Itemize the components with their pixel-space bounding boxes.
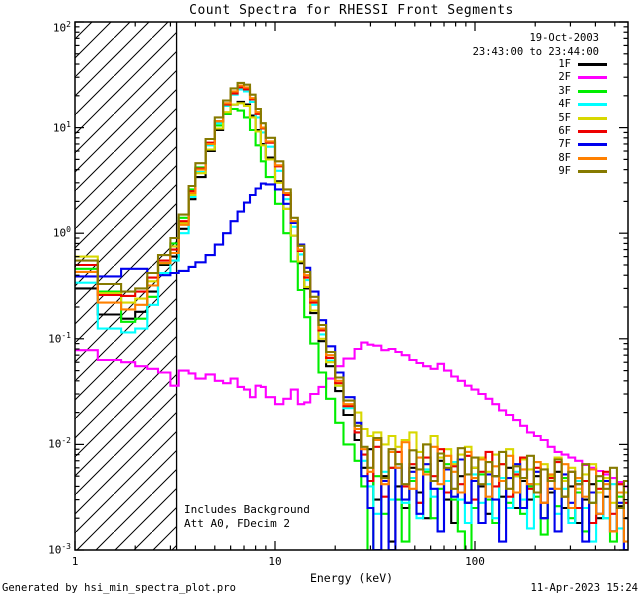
legend-swatch-4F [578,103,607,107]
curve-2F [75,341,628,488]
legend-swatch-8F [578,156,607,160]
legend-swatch-3F [578,89,607,93]
legend-entry-label-1F: 1F [558,58,571,70]
legend-entry-label-8F: 8F [558,151,571,164]
y-tick-label: 101 [52,119,71,135]
y-tick-label: 100 [52,225,71,240]
y-tick-label: 102 [52,20,71,35]
curve-9F [75,81,628,510]
legend-swatch-1F [578,63,607,66]
x-tick-label: 10 [268,555,282,568]
legend-entry-label-3F: 3F [558,84,571,97]
legend-swatch-2F [578,76,607,80]
y-tick-label: 10-3 [48,542,71,557]
legend-swatch-5F [578,116,607,120]
legend-entry-label-6F: 6F [558,125,571,137]
footer-timestamp: 11-Apr-2023 15:24 [530,582,638,594]
spectra-curves [75,81,628,550]
legend-entry-label-4F: 4F [558,98,571,111]
chart-title: Count Spectra for RHESSI Front Segments [189,3,514,18]
x-axis-label: Energy (keV) [309,571,394,585]
y-tick-label: 10-2 [48,436,71,452]
legend-entry-label-7F: 7F [558,138,571,151]
footer-generator-text: Generated by hsi_min_spectra_plot.pro [2,582,236,594]
legend-swatch-6F [578,130,607,133]
legend-entry-label-2F: 2F [558,71,571,84]
legend-date: 19-Oct-2003 [529,32,599,44]
hatch-region [75,22,178,550]
x-tick-label: 1 [71,555,79,568]
curve-7F [75,182,628,550]
legend-entry-label-9F: 9F [558,165,571,178]
legend-time-range: 23:43:00 to 23:44:00 [472,46,599,58]
annotation-attenuator-state: Att A0, FDecim 2 [184,517,290,530]
annotation-includes-background: Includes Background [184,503,310,516]
legend-swatch-9F [578,170,607,174]
plot-frame [74,21,629,551]
legend-entry-label-5F: 5F [558,111,571,124]
legend-swatch-7F [578,143,607,147]
y-tick-label: 10-1 [48,330,71,346]
x-tick-label: 100 [465,555,485,568]
